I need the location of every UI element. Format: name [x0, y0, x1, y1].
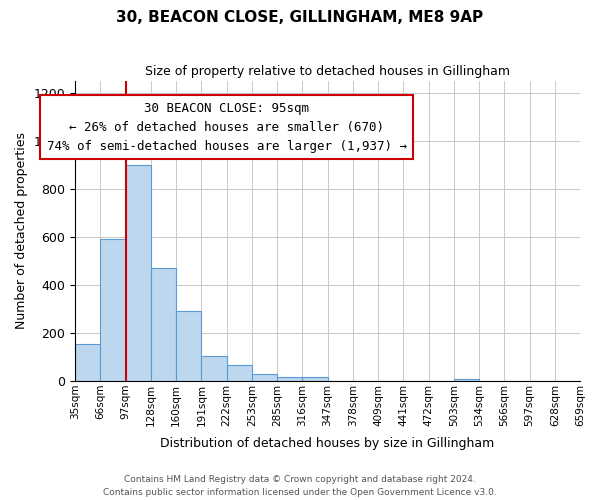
Bar: [176, 312, 202, 381]
Title: Size of property relative to detached houses in Gillingham: Size of property relative to detached ho…: [145, 65, 510, 78]
Y-axis label: Number of detached properties: Number of detached properties: [15, 132, 28, 330]
Bar: [151, 268, 176, 381]
Bar: [277, 376, 302, 381]
Bar: [202, 356, 227, 381]
Bar: [100, 239, 125, 381]
Bar: [302, 376, 328, 381]
Bar: [227, 366, 252, 381]
X-axis label: Distribution of detached houses by size in Gillingham: Distribution of detached houses by size …: [160, 437, 495, 450]
Text: 30 BEACON CLOSE: 95sqm
← 26% of detached houses are smaller (670)
74% of semi-de: 30 BEACON CLOSE: 95sqm ← 26% of detached…: [47, 102, 407, 152]
Bar: [252, 374, 277, 381]
Text: Contains HM Land Registry data © Crown copyright and database right 2024.
Contai: Contains HM Land Registry data © Crown c…: [103, 476, 497, 497]
Bar: [454, 378, 479, 381]
Bar: [75, 344, 100, 381]
Bar: [125, 164, 151, 381]
Text: 30, BEACON CLOSE, GILLINGHAM, ME8 9AP: 30, BEACON CLOSE, GILLINGHAM, ME8 9AP: [116, 10, 484, 25]
